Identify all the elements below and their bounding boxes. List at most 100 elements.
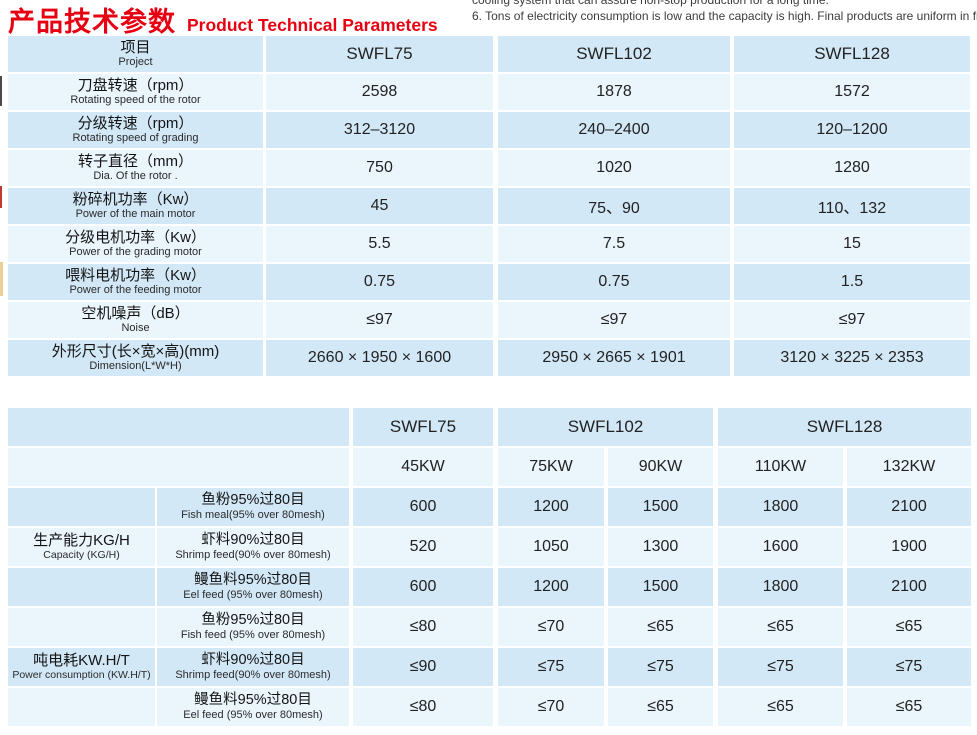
consumption-value-cell: ≤65 — [608, 608, 713, 646]
model-header-swfl75: SWFL75 — [266, 36, 493, 72]
capacity-value-cell: 1600 — [718, 528, 843, 566]
consumption-row-eel: 鳗鱼料95%过80目 Eel feed (95% over 80mesh) ≤8… — [8, 688, 971, 726]
spec-label-en: Noise — [121, 322, 150, 335]
consumption-value-cell: ≤65 — [608, 688, 713, 726]
feed-label-en: Shrimp feed(90% over 80mesh) — [175, 669, 331, 682]
capacity-group: 鱼粉95%过80目 Fish meal(95% over 80mesh) 600… — [8, 488, 971, 606]
consumption-value-cell: ≤70 — [498, 608, 604, 646]
header-label-zh: 项目 — [120, 39, 151, 57]
feed-label-zh: 虾料90%过80目 — [201, 532, 305, 549]
feed-label-zh: 鳗鱼料95%过80目 — [194, 692, 312, 709]
capacity-value-cell: 2100 — [847, 488, 971, 526]
spec-value-cell: 1020 — [498, 150, 730, 186]
spec-row-rotor-speed: 刀盘转速（rpm） Rotating speed of the rotor 25… — [8, 74, 970, 110]
spec-value-cell: 45 — [266, 188, 493, 224]
feed-label-cell: 鱼粉95%过80目 Fish meal(95% over 80mesh) — [157, 488, 349, 526]
spec-value-cell: 15 — [734, 226, 970, 262]
consumption-value-cell: ≤70 — [498, 688, 604, 726]
consumption-value-cell: ≤65 — [718, 688, 843, 726]
capacity-value-cell: 1900 — [847, 528, 971, 566]
feed-label-cell: 鳗鱼料95%过80目 Eel feed (95% over 80mesh) — [157, 568, 349, 606]
feed-label-en: Fish feed (95% over 80mesh) — [180, 629, 326, 642]
feed-label-cell: 鱼粉95%过80目 Fish feed (95% over 80mesh) — [157, 608, 349, 646]
spec-value-cell: 3120 × 3225 × 2353 — [734, 340, 970, 376]
spec-label-en: Power of the main motor — [75, 208, 196, 221]
capacity-value-cell: 1800 — [718, 488, 843, 526]
spec-value-cell: ≤97 — [266, 302, 493, 338]
consumption-row-fish: 鱼粉95%过80目 Fish feed (95% over 80mesh) ≤8… — [8, 608, 971, 646]
spec-row-dimension: 外形尺寸(长×宽×高)(mm) Dimension(L*W*H) 2660 × … — [8, 340, 970, 376]
spec-label-zh: 刀盘转速（rpm） — [77, 77, 194, 95]
scan-artifact-left-yellow — [0, 262, 3, 296]
spec-label-cell: 空机噪声（dB） Noise — [8, 302, 263, 338]
spec-value-cell: 1280 — [734, 150, 970, 186]
consumption-value-cell: ≤75 — [847, 648, 971, 686]
spec-label-cell: 喂料电机功率（Kw） Power of the feeding motor — [8, 264, 263, 300]
spec-header-row: 项目 Project SWFL75 SWFL102 SWFL128 — [8, 36, 970, 72]
model-header-swfl128: SWFL128 — [734, 36, 970, 72]
spec-value-cell: 1.5 — [734, 264, 970, 300]
feed-label-cell: 虾料90%过80目 Shrimp feed(90% over 80mesh) — [157, 648, 349, 686]
power-header-75kw: 75KW — [498, 448, 604, 486]
spec-value-cell: 312–3120 — [266, 112, 493, 148]
spec-value-cell: 7.5 — [498, 226, 730, 262]
capacity-table: SWFL75 SWFL102 SWFL128 45KW 75KW 90KW 11… — [8, 408, 971, 728]
spec-label-cell: 转子直径（mm） Dia. Of the rotor . — [8, 150, 263, 186]
consumption-value-cell: ≤80 — [353, 688, 493, 726]
spec-value-cell: 240–2400 — [498, 112, 730, 148]
capacity-header-powers: 45KW 75KW 90KW 110KW 132KW — [8, 448, 971, 486]
capacity-value-cell: 600 — [353, 488, 493, 526]
feed-label-en: Shrimp feed(90% over 80mesh) — [175, 549, 331, 562]
capacity-row-fishmeal: 鱼粉95%过80目 Fish meal(95% over 80mesh) 600… — [8, 488, 971, 526]
header-label-en: Project — [118, 56, 153, 69]
spec-value-cell: 75、90 — [498, 188, 730, 224]
capacity-header-empty-cell — [8, 448, 349, 486]
model-header-swfl128: SWFL128 — [718, 408, 971, 446]
spec-label-cell: 粉碎机功率（Kw） Power of the main motor — [8, 188, 263, 224]
feed-label-cell: 鳗鱼料95%过80目 Eel feed (95% over 80mesh) — [157, 688, 349, 726]
page-title-en: Product Technical Parameters — [187, 15, 438, 35]
spec-value-cell: 1572 — [734, 74, 970, 110]
feed-label-zh: 鱼粉95%过80目 — [201, 612, 305, 629]
model-header-swfl102: SWFL102 — [498, 408, 713, 446]
spec-value-cell: 5.5 — [266, 226, 493, 262]
capacity-value-cell: 1200 — [498, 568, 604, 606]
capacity-value-cell: 600 — [353, 568, 493, 606]
feature-list-fragment: cooling system that can assure non-stop … — [472, 0, 977, 24]
spec-label-cell: 分级电机功率（Kw） Power of the grading motor — [8, 226, 263, 262]
spec-value-cell: 120–1200 — [734, 112, 970, 148]
spec-label-zh: 空机噪声（dB） — [81, 305, 190, 323]
consumption-value-cell: ≤75 — [498, 648, 604, 686]
spec-label-en: Dia. Of the rotor . — [93, 170, 178, 183]
spec-value-cell: 750 — [266, 150, 493, 186]
feed-label-zh: 鱼粉95%过80目 — [201, 492, 305, 509]
feed-label-en: Eel feed (95% over 80mesh) — [183, 589, 323, 602]
spec-label-cell: 刀盘转速（rpm） Rotating speed of the rotor — [8, 74, 263, 110]
group-label-spacer — [8, 688, 155, 726]
power-header-132kw: 132KW — [847, 448, 971, 486]
consumption-value-cell: ≤65 — [847, 608, 971, 646]
spec-value-cell: 2598 — [266, 74, 493, 110]
spec-label-cell: 外形尺寸(长×宽×高)(mm) Dimension(L*W*H) — [8, 340, 263, 376]
consumption-value-cell: ≤65 — [847, 688, 971, 726]
model-header-swfl75: SWFL75 — [353, 408, 493, 446]
group-label-spacer — [8, 488, 155, 526]
power-header-90kw: 90KW — [608, 448, 713, 486]
consumption-row-shrimp: 虾料90%过80目 Shrimp feed(90% over 80mesh) ≤… — [8, 648, 971, 686]
capacity-header-empty-cell — [8, 408, 349, 446]
feed-label-en: Eel feed (95% over 80mesh) — [183, 709, 323, 722]
spec-label-en: Power of the grading motor — [69, 246, 202, 259]
feed-label-en: Fish meal(95% over 80mesh) — [181, 509, 325, 522]
feed-label-zh: 虾料90%过80目 — [201, 652, 305, 669]
spec-row-main-motor: 粉碎机功率（Kw） Power of the main motor 45 75、… — [8, 188, 970, 224]
feature-line-clipped: cooling system that can assure non-stop … — [472, 0, 829, 7]
feed-label-cell: 虾料90%过80目 Shrimp feed(90% over 80mesh) — [157, 528, 349, 566]
spec-label-cell: 分级转速（rpm） Rotating speed of grading — [8, 112, 263, 148]
capacity-value-cell: 1500 — [608, 488, 713, 526]
capacity-value-cell: 1200 — [498, 488, 604, 526]
consumption-value-cell: ≤90 — [353, 648, 493, 686]
spec-value-cell: 0.75 — [498, 264, 730, 300]
capacity-row-shrimp: 虾料90%过80目 Shrimp feed(90% over 80mesh) 5… — [8, 528, 971, 566]
power-header-110kw: 110KW — [718, 448, 843, 486]
